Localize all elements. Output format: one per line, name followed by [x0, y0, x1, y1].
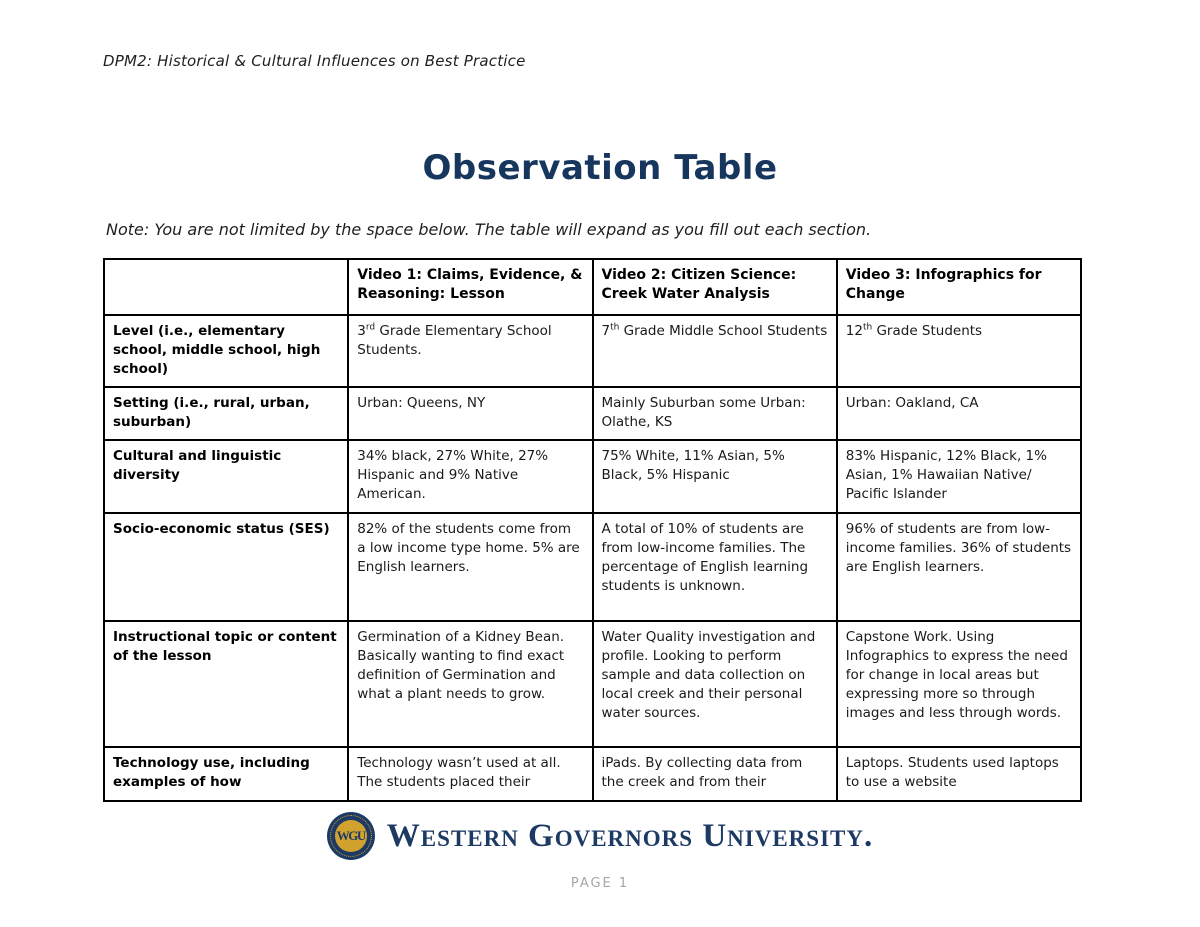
row-label-topic: Instructional topic or content of the le… — [102, 620, 350, 748]
cell-level-video1: 3rd Grade Elementary School Students. — [347, 314, 594, 388]
page-title: Observation Table — [422, 148, 778, 188]
cell-diversity-video3: 83% Hispanic, 12% Black, 1% Asian, 1% Ha… — [835, 439, 1083, 514]
table-row-diversity: Cultural and linguistic diversity 34% bl… — [102, 439, 1083, 514]
page-number: PAGE 1 — [570, 876, 630, 891]
cell-text: Grade Middle School Students — [619, 323, 828, 339]
table-row-level: Level (i.e., elementary school, middle s… — [102, 314, 1083, 388]
row-label-diversity: Cultural and linguistic diversity — [102, 439, 350, 514]
wgu-seal-icon: WGU — [326, 812, 375, 860]
cell-diversity-video1: 34% black, 27% White, 27% Hispanic and 9… — [347, 439, 594, 514]
row-label-ses: Socio-economic status (SES) — [102, 512, 350, 622]
table-row-topic: Instructional topic or content of the le… — [102, 620, 1083, 748]
cell-setting-video1: Urban: Queens, NY — [347, 386, 594, 441]
cell-setting-video3: Urban: Oakland, CA — [835, 386, 1083, 441]
header-cell-empty — [102, 258, 350, 316]
ordinal-suffix: th — [862, 322, 873, 333]
cell-text: Grade Elementary School Students. — [357, 323, 552, 358]
cell-technology-video2: iPads. By collecting data from the creek… — [591, 746, 838, 802]
table-header-row: Video 1: Claims, Evidence, & Reasoning: … — [102, 258, 1083, 316]
cell-technology-video3: Laptops. Students used laptops to use a … — [835, 746, 1083, 802]
document-header-text: DPM2: Historical & Cultural Influences o… — [103, 52, 526, 70]
ordinal-number: 3 — [357, 323, 366, 339]
row-label-technology: Technology use, including examples of ho… — [102, 746, 350, 802]
row-label-level: Level (i.e., elementary school, middle s… — [102, 314, 350, 388]
table-row-ses: Socio-economic status (SES) 82% of the s… — [102, 512, 1083, 622]
header-cell-video2: Video 2: Citizen Science: Creek Water An… — [591, 258, 838, 316]
note-text: Note: You are not limited by the space b… — [106, 220, 872, 239]
seal-ring-decoration — [329, 815, 372, 857]
cell-ses-video1: 82% of the students come from a low inco… — [347, 512, 594, 622]
cell-setting-video2: Mainly Suburban some Urban: Olathe, KS — [591, 386, 838, 441]
cell-ses-video3: 96% of students are from low-income fami… — [835, 512, 1083, 622]
row-label-setting: Setting (i.e., rural, urban, suburban) — [102, 386, 350, 441]
header-cell-video3: Video 3: Infographics for Change — [835, 258, 1083, 316]
cell-topic-video1: Germination of a Kidney Bean. Basically … — [347, 620, 594, 748]
cell-topic-video2: Water Quality investigation and profile.… — [591, 620, 838, 748]
ordinal-number: 12 — [845, 323, 863, 339]
observation-table: Video 1: Claims, Evidence, & Reasoning: … — [102, 258, 1083, 802]
ordinal-suffix: th — [610, 322, 620, 333]
cell-level-video2: 7th Grade Middle School Students — [591, 314, 838, 388]
header-cell-video1: Video 1: Claims, Evidence, & Reasoning: … — [347, 258, 594, 316]
cell-text: Grade Students — [872, 323, 983, 339]
page-footer: WGU Western Governors University. PAGE 1 — [0, 812, 1200, 891]
cell-topic-video3: Capstone Work. Using Infographics to exp… — [835, 620, 1083, 748]
table-row-setting: Setting (i.e., rural, urban, suburban) U… — [102, 386, 1083, 441]
university-name: Western Governors University. — [386, 817, 874, 854]
cell-diversity-video2: 75% White, 11% Asian, 5% Black, 5% Hispa… — [591, 439, 838, 514]
table-row-technology: Technology use, including examples of ho… — [102, 746, 1083, 802]
cell-level-video3: 12th Grade Students — [835, 314, 1083, 388]
cell-technology-video1: Technology wasn’t used at all. The stude… — [347, 746, 594, 802]
wgu-logo: WGU Western Governors University. — [326, 812, 874, 860]
ordinal-number: 7 — [601, 323, 611, 339]
cell-ses-video2: A total of 10% of students are from low-… — [591, 512, 838, 622]
ordinal-suffix: rd — [365, 322, 376, 333]
